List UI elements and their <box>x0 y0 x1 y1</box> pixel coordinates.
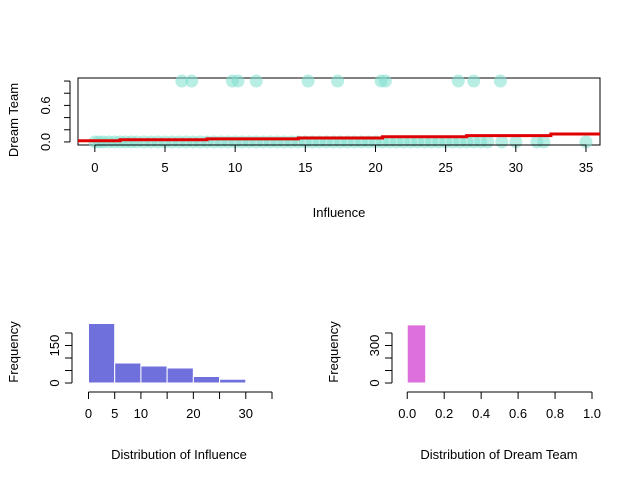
x-tick-label: 10 <box>228 160 242 175</box>
x-tick-label: 5 <box>111 406 118 421</box>
data-point <box>378 74 392 88</box>
influence-x-axis: 0 5 10 20 30 <box>85 391 273 421</box>
dreamteam-x-axis: 0.0 0.2 0.4 0.6 0.8 1.0 <box>398 391 601 421</box>
histogram-bar <box>114 362 142 384</box>
y-tick-label: 300 <box>367 335 382 357</box>
x-tick-label: 0 <box>85 406 92 421</box>
x-tick-label: 15 <box>298 160 312 175</box>
influence-hist-y-label: Frequency <box>6 321 21 383</box>
histogram-bar <box>219 378 247 384</box>
scatter-panel: 0 5 10 15 20 25 30 35 0.0 0.6 Influence Dream Te… <box>6 74 601 220</box>
y-tick-label: 0 <box>367 379 382 386</box>
x-tick-label: 20 <box>368 160 382 175</box>
histogram-bar <box>166 367 194 384</box>
dreamteam-y-axis: 0 300 <box>367 332 393 387</box>
x-tick-label: 0.8 <box>546 406 564 421</box>
x-tick-label: 30 <box>509 160 523 175</box>
dreamteam-histogram-panel: 0.0 0.2 0.4 0.6 0.8 1.0 0 300 Distribution of … <box>326 321 601 462</box>
x-tick-label: 25 <box>438 160 452 175</box>
data-point <box>331 74 345 88</box>
data-point <box>495 135 509 149</box>
x-tick-label: 0.2 <box>435 406 453 421</box>
x-tick-label: 0.0 <box>398 406 416 421</box>
data-point <box>175 74 189 88</box>
y-tick-label: 150 <box>47 335 62 357</box>
data-point <box>467 74 481 88</box>
x-tick-label: 20 <box>186 406 200 421</box>
data-point <box>493 74 507 88</box>
influence-histogram-bars <box>87 323 247 384</box>
x-tick-label: 0.6 <box>509 406 527 421</box>
scatter-y-label: Dream Team <box>6 83 21 157</box>
histogram-bar <box>406 324 427 384</box>
data-point <box>249 74 263 88</box>
influence-y-axis: 0 150 <box>47 332 73 387</box>
data-point <box>185 74 199 88</box>
influence-hist-x-label: Distribution of Influence <box>111 447 247 462</box>
x-tick-label: 5 <box>161 160 168 175</box>
y-tick-label: 0.6 <box>38 96 53 114</box>
dreamteam-hist-x-label: Distribution of Dream Team <box>420 447 577 462</box>
data-point <box>537 135 551 149</box>
histogram-bar <box>140 365 168 384</box>
dreamteam-histogram-bars <box>406 324 427 384</box>
scatter-y-axis: 0.0 0.6 <box>38 80 71 151</box>
x-tick-label: 0.4 <box>472 406 490 421</box>
data-point <box>301 74 315 88</box>
data-point <box>231 74 245 88</box>
scatter-x-axis: 0 5 10 15 20 25 30 35 <box>91 144 593 175</box>
y-tick-label: 0.0 <box>38 133 53 151</box>
histogram-bar <box>87 323 116 384</box>
x-tick-label: 1.0 <box>583 406 601 421</box>
data-point <box>481 135 495 149</box>
x-tick-label: 10 <box>134 406 148 421</box>
x-tick-label: 35 <box>579 160 593 175</box>
fit-line <box>78 132 600 143</box>
scatter-x-label: Influence <box>313 205 366 220</box>
x-tick-label: 30 <box>239 406 253 421</box>
histogram-bar <box>192 376 221 384</box>
x-tick-label: 0 <box>91 160 98 175</box>
data-point <box>451 74 465 88</box>
dreamteam-hist-y-label: Frequency <box>326 321 341 383</box>
y-tick-label: 0 <box>47 379 62 386</box>
